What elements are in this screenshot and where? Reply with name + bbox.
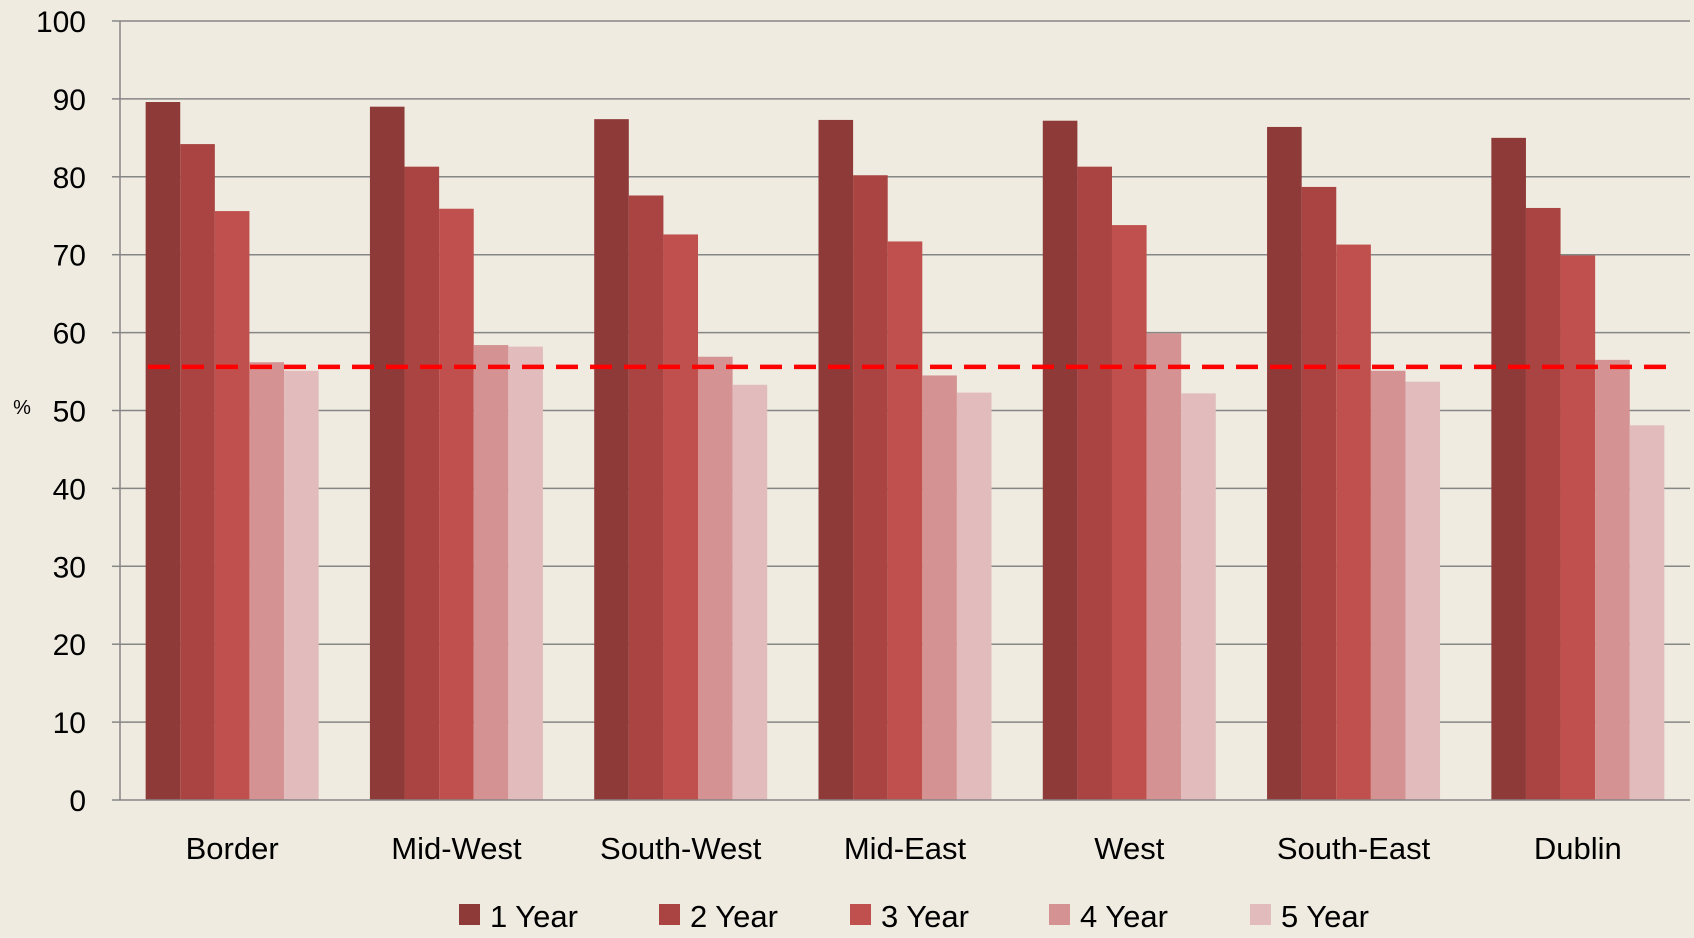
legend-label: 1 Year	[490, 899, 578, 933]
x-category-label: Dublin	[1534, 831, 1622, 866]
x-category-label: South-East	[1277, 831, 1431, 866]
y-tick-label: 0	[69, 785, 86, 818]
bar	[1525, 207, 1561, 800]
legend-swatch	[659, 904, 680, 925]
legend-swatch	[850, 904, 871, 925]
bar	[1491, 137, 1526, 801]
y-axis-label: %	[13, 397, 31, 419]
legend-label: 5 Year	[1281, 899, 1369, 933]
bar	[1370, 370, 1406, 800]
y-tick-label: 20	[53, 629, 86, 662]
labels: % 0 10 20 30 40 50 60 70 80 90 100 Border Mid-West So…	[13, 6, 1622, 866]
bar	[922, 375, 957, 800]
bar	[180, 144, 215, 800]
y-tick-label: 80	[53, 162, 86, 195]
x-category-label: West	[1094, 831, 1164, 866]
bar	[698, 356, 733, 800]
bar	[473, 345, 509, 800]
y-tick-label: 60	[53, 318, 86, 351]
bar	[1042, 120, 1078, 801]
legend-label: 3 Year	[881, 899, 969, 933]
y-tick-label: 70	[53, 240, 86, 273]
bar	[284, 370, 319, 800]
y-tick-label: 90	[53, 84, 86, 117]
bar	[887, 241, 923, 800]
bar	[594, 119, 629, 801]
bar	[145, 102, 181, 801]
y-tick-label: 40	[53, 473, 86, 506]
legend: 1 Year 2 Year 3 Year 4 Year 5 Year	[459, 899, 1369, 934]
x-category-label: Mid-East	[844, 831, 967, 866]
bar	[439, 208, 474, 800]
legend-swatch	[1049, 904, 1070, 925]
bar	[508, 346, 543, 800]
bar	[214, 211, 250, 801]
bar	[1629, 425, 1665, 800]
bar	[1595, 359, 1630, 800]
y-tick-label: 30	[53, 551, 86, 584]
bar	[818, 119, 854, 801]
x-category-label: Border	[186, 831, 279, 866]
bar	[1336, 244, 1371, 800]
legend-label: 2 Year	[690, 899, 778, 933]
bar	[1111, 225, 1147, 800]
legend-swatch	[459, 904, 480, 925]
bar	[1405, 381, 1441, 800]
x-category-label: Mid-West	[391, 831, 522, 866]
bar	[663, 234, 699, 801]
axes	[112, 20, 1690, 801]
bar	[1181, 393, 1216, 800]
bar	[249, 362, 285, 800]
bar	[1146, 333, 1182, 800]
bar	[1077, 166, 1112, 801]
legend-label: 4 Year	[1080, 899, 1168, 933]
bar	[853, 175, 888, 800]
bar	[1301, 186, 1337, 800]
bars	[145, 102, 1665, 801]
x-category-label: South-West	[600, 831, 762, 866]
bar	[1560, 255, 1596, 800]
bar	[404, 166, 440, 801]
bar	[956, 392, 992, 800]
bar	[1267, 126, 1302, 801]
bar	[732, 384, 768, 800]
bar	[369, 106, 405, 800]
y-tick-label: 100	[36, 6, 86, 39]
y-tick-label: 50	[53, 396, 86, 429]
legend-swatch	[1250, 904, 1271, 925]
y-tick-label: 10	[53, 707, 86, 740]
bar	[628, 195, 664, 801]
